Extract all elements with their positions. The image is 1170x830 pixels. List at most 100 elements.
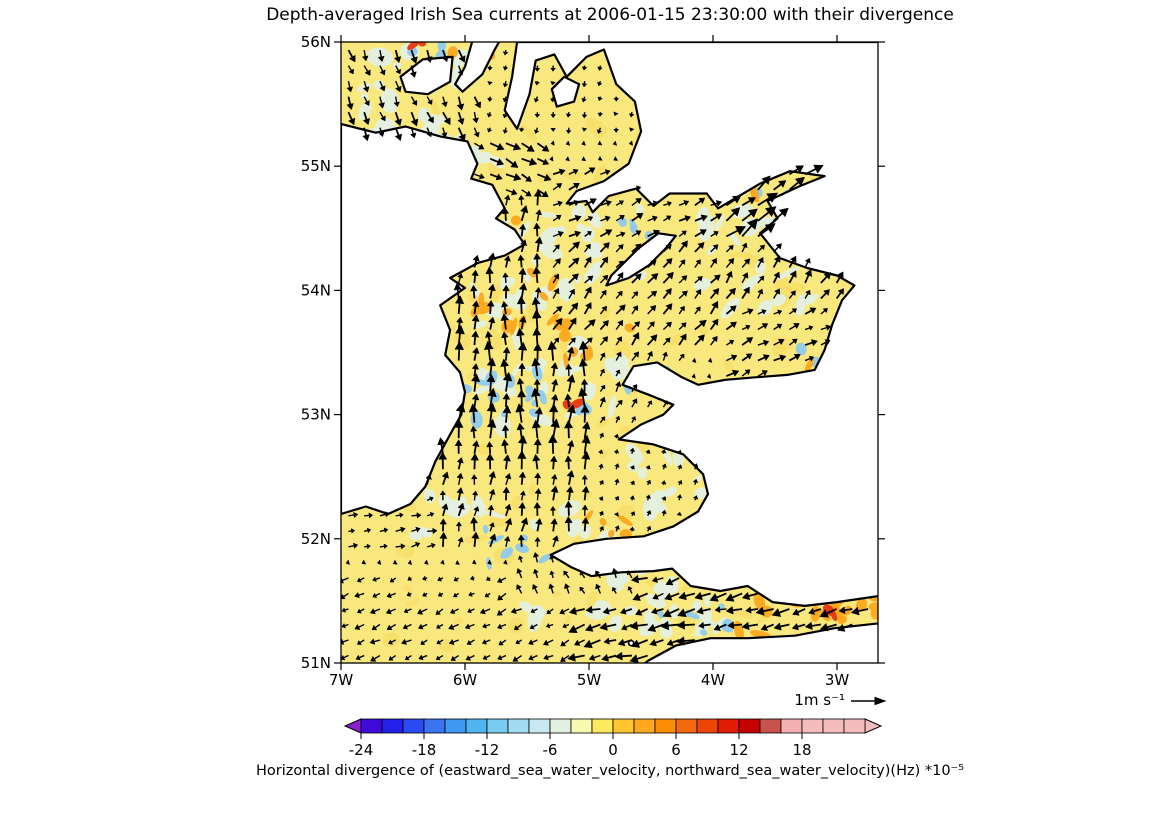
colorbar-ticks xyxy=(360,733,803,739)
quiver-arrow xyxy=(553,287,560,295)
quiver-arrow xyxy=(345,559,351,565)
quiver-arrow xyxy=(453,592,458,598)
quiver-arrow xyxy=(777,309,783,316)
quiver-arrow xyxy=(486,373,496,383)
quiver-arrow xyxy=(581,421,591,430)
figure-title: Depth-averaged Irish Sea currents at 200… xyxy=(266,5,954,25)
quiver-arrow xyxy=(741,621,750,631)
quiver-arrow xyxy=(649,304,657,312)
quiver-arrow xyxy=(598,432,604,438)
svg-text:53N: 53N xyxy=(301,406,331,424)
quiver-arrow xyxy=(395,68,401,75)
quiver-arrow xyxy=(362,86,370,93)
quiver-arrow xyxy=(388,655,394,661)
quiver-arrow xyxy=(773,271,780,279)
quiver-arrow xyxy=(649,638,657,647)
quiver-arrow xyxy=(629,480,635,486)
quiver-arrow xyxy=(502,83,509,88)
quiver-arrow xyxy=(630,511,636,516)
quiver-arrow xyxy=(379,85,386,92)
quiver-arrow xyxy=(661,463,667,469)
quiver-arrow xyxy=(819,622,829,632)
quiver-arrow xyxy=(589,198,597,206)
quiver-arrow xyxy=(597,96,603,102)
quiver-arrow xyxy=(773,288,780,295)
quiver-arrow xyxy=(403,608,409,614)
quiver-arrow xyxy=(502,346,511,354)
quiver-arrow xyxy=(549,570,555,576)
quiver-arrow xyxy=(744,369,751,376)
quiver-arrow xyxy=(341,607,347,613)
quiver-arrow xyxy=(574,230,582,238)
quiver-arrow xyxy=(600,289,607,296)
quiver-arrow xyxy=(761,309,767,315)
quiver-arrow xyxy=(619,215,625,221)
quiver-arrow xyxy=(456,316,464,324)
quiver-arrow xyxy=(791,338,798,345)
quiver-arrow xyxy=(541,144,550,152)
quiver-arrow xyxy=(808,325,814,331)
quiver-arrow xyxy=(487,97,493,103)
quiver-arrow xyxy=(566,485,574,493)
quiver-arrow xyxy=(429,496,434,502)
quiver-arrow xyxy=(698,197,706,205)
quiver-arrow xyxy=(531,419,542,429)
quiver-arrow xyxy=(747,208,758,218)
quiver-arrow xyxy=(520,517,529,526)
quiver-arrow xyxy=(550,393,559,401)
quiver-arrow xyxy=(400,543,406,550)
quiver-arrow xyxy=(776,323,783,330)
quiver-arrow xyxy=(601,305,608,312)
quiver-arrow xyxy=(529,624,535,630)
quiver-arrow xyxy=(517,555,524,560)
quiver-arrow xyxy=(571,273,579,281)
quiver-arrow xyxy=(533,378,541,385)
quiver-arrow xyxy=(435,655,441,661)
quiver-arrow xyxy=(596,129,603,134)
quiver-arrow xyxy=(429,511,435,518)
quiver-arrow xyxy=(745,353,753,360)
quiver-arrow xyxy=(775,243,782,250)
quiver-arrow xyxy=(369,608,376,615)
quiver-arrow xyxy=(635,197,642,205)
quiver-arrow xyxy=(437,576,442,582)
quiver-arrow xyxy=(455,521,463,527)
quiver-arrow xyxy=(566,404,576,414)
quiver-arrow xyxy=(388,639,394,645)
quiver-arrow xyxy=(570,302,579,311)
quiver-arrow xyxy=(757,256,764,264)
quiver-arrow xyxy=(555,214,562,221)
map-area xyxy=(341,42,878,663)
quiver-arrow xyxy=(790,290,796,297)
quiver-arrow xyxy=(430,542,436,549)
quiver-arrow xyxy=(488,488,496,496)
quiver-arrow xyxy=(384,511,390,518)
quiver-arrow xyxy=(472,346,480,354)
quiver-arrow xyxy=(629,465,635,470)
quiver-arrow xyxy=(532,327,542,336)
quiver-arrow xyxy=(487,252,496,261)
quiver-arrow xyxy=(597,66,603,71)
quiver-arrow xyxy=(662,351,668,357)
quiver-arrow xyxy=(665,257,673,265)
quiver-arrow xyxy=(471,314,480,322)
quiver-arrow xyxy=(648,321,655,328)
quiver-arrow xyxy=(650,334,658,342)
quiver-arrow xyxy=(683,200,690,207)
quiver-arrow xyxy=(617,638,626,647)
quiver-arrow xyxy=(485,266,494,275)
quiver-arrow xyxy=(548,403,559,413)
quiver-arrow xyxy=(361,559,367,565)
quiver-arrow xyxy=(647,623,657,632)
quiver-arrow xyxy=(597,449,604,454)
quiver-arrow xyxy=(746,218,759,230)
quiver-arrow xyxy=(500,312,510,322)
quiver-arrow xyxy=(692,478,699,484)
quiver-arrow xyxy=(615,369,621,375)
quiver-arrow xyxy=(659,620,670,631)
quiver-arrow xyxy=(761,175,771,186)
quiver-arrow xyxy=(532,551,540,558)
quiver-arrow xyxy=(695,259,701,265)
quiver-field xyxy=(341,49,869,663)
quiver-arrow xyxy=(809,307,817,314)
